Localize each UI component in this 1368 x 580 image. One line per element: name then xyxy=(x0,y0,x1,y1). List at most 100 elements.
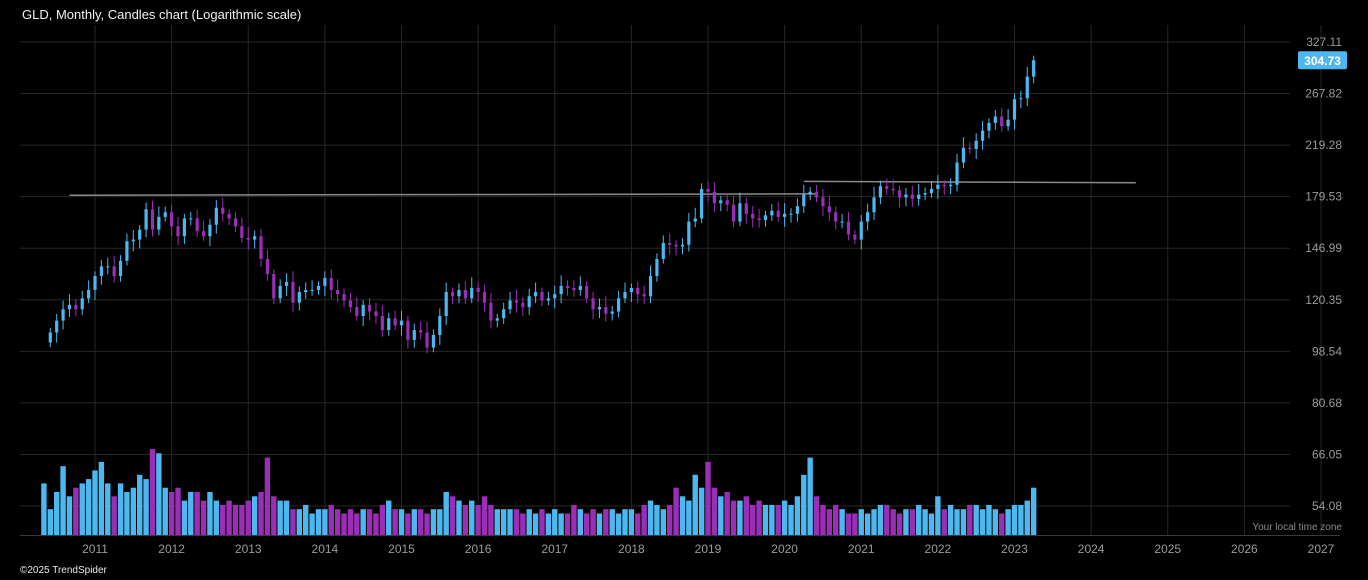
volume-bar xyxy=(928,513,935,535)
volume-bar xyxy=(532,513,539,535)
candle-down xyxy=(74,304,78,310)
candle-up xyxy=(840,221,844,223)
volume-bars xyxy=(41,449,1037,535)
candle-up xyxy=(118,260,123,276)
x-axis: 2011 2012 2013 2014 2015 2016 2017 2018 2019 2020… xyxy=(82,542,1335,556)
volume-bar xyxy=(290,509,296,535)
y-axis: 327.11 267.82 219.28 179.53 146.99 120.35 98.5… xyxy=(1305,35,1342,513)
volume-bar xyxy=(424,513,430,535)
x-tick-label: 2012 xyxy=(158,542,185,556)
candle-down xyxy=(233,218,238,227)
x-tick-label: 2025 xyxy=(1154,542,1181,556)
copyright-text: ©2025 TrendSpider xyxy=(20,565,107,576)
volume-bar xyxy=(890,509,896,535)
volume-bar xyxy=(264,457,271,535)
candle-up xyxy=(980,130,985,141)
volume-bar xyxy=(781,500,788,535)
candle-up xyxy=(93,275,97,291)
volume-bar xyxy=(801,474,807,535)
volume-bar xyxy=(724,492,730,535)
volume-bar xyxy=(379,504,386,535)
volume-bar xyxy=(666,504,673,535)
candle-down xyxy=(846,221,851,235)
volume-bar xyxy=(392,509,398,535)
candle-up xyxy=(508,300,512,310)
candle-up xyxy=(502,309,506,319)
candle-down xyxy=(674,244,678,247)
volume-bar xyxy=(494,509,500,535)
candle-down xyxy=(885,186,889,189)
volume-bar xyxy=(635,513,641,535)
volume-bar xyxy=(239,504,245,535)
volume-bar xyxy=(386,500,392,535)
y-tick-label: 146.99 xyxy=(1305,241,1342,255)
candle-down xyxy=(195,218,199,232)
candle-down xyxy=(565,285,570,288)
candle-up xyxy=(763,215,768,220)
volume-bar xyxy=(200,500,207,535)
y-tick-label: 66.05 xyxy=(1312,447,1342,461)
candle-up xyxy=(866,212,870,222)
candle-up xyxy=(872,197,876,213)
volume-bar xyxy=(884,504,890,535)
candle-up xyxy=(719,200,723,204)
volume-bar xyxy=(794,496,801,535)
volume-bar xyxy=(373,513,379,535)
volume-bar xyxy=(513,509,520,535)
volume-bar xyxy=(1024,500,1030,535)
volume-bar xyxy=(877,504,884,535)
candle-up xyxy=(783,213,787,217)
volume-bar xyxy=(60,466,66,535)
volume-bar xyxy=(641,504,647,535)
volume-bar xyxy=(539,509,545,535)
volume-bar xyxy=(309,513,315,535)
volume-bar xyxy=(986,504,992,535)
candle-down xyxy=(170,212,174,227)
candle-down xyxy=(425,332,429,348)
candle-up xyxy=(878,186,883,198)
volume-bar xyxy=(481,496,488,535)
candle-up xyxy=(533,292,538,297)
volume-bar xyxy=(679,496,686,535)
y-tick-label: 327.11 xyxy=(1306,35,1342,49)
x-tick-label: 2011 xyxy=(82,542,108,556)
candle-down xyxy=(910,194,914,199)
candle-down xyxy=(706,188,710,192)
volume-bar xyxy=(833,504,839,535)
volume-bar xyxy=(417,509,424,535)
volume-bar xyxy=(845,513,852,535)
volume-bar xyxy=(366,509,373,535)
candle-down xyxy=(744,203,748,214)
volume-bar xyxy=(871,509,877,535)
candles[interactable] xyxy=(48,55,1036,354)
volume-bar xyxy=(864,513,871,535)
volume-bar xyxy=(296,509,303,535)
candle-down xyxy=(942,184,946,187)
candle-up xyxy=(157,216,161,230)
candle-down xyxy=(336,290,340,295)
candle-up xyxy=(470,287,474,299)
timezone-label[interactable]: Your local time zone xyxy=(1252,522,1342,533)
candle-up xyxy=(495,318,499,321)
candle-down xyxy=(355,307,359,317)
candle-up xyxy=(48,332,52,343)
volume-bar xyxy=(826,509,833,535)
volume-bar xyxy=(615,513,622,535)
candle-up xyxy=(80,298,84,310)
y-tick-label: 179.53 xyxy=(1305,190,1342,204)
volume-bar xyxy=(686,500,692,535)
y-tick-label: 219.28 xyxy=(1305,138,1342,152)
volume-bar xyxy=(979,509,986,535)
candle-up xyxy=(559,285,563,295)
candle-down xyxy=(272,274,276,299)
volume-bar xyxy=(430,509,437,535)
volume-bar xyxy=(66,496,73,535)
volume-bar xyxy=(117,483,124,535)
candle-up xyxy=(929,188,934,194)
candle-up xyxy=(412,330,416,340)
candle-down xyxy=(265,258,270,275)
volume-bar xyxy=(922,509,928,535)
volume-bar xyxy=(583,513,590,535)
candle-up xyxy=(617,298,621,312)
